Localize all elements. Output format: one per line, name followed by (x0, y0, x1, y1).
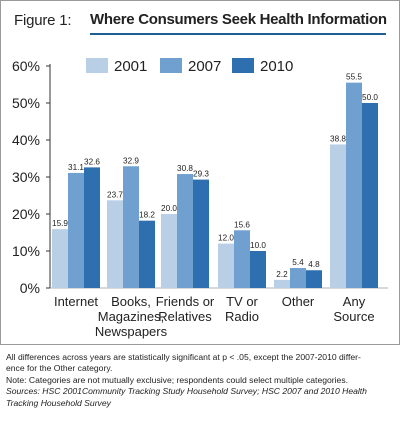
y-tick-label: 50% (12, 95, 40, 111)
category-label: Source (333, 309, 374, 324)
y-tick-label: 40% (12, 132, 40, 148)
legend-label-2010: 2010 (260, 58, 293, 75)
data-label: 50.0 (362, 93, 378, 102)
y-tick-label: 20% (12, 206, 40, 222)
data-label: 18.2 (139, 211, 155, 220)
category-label: Internet (54, 294, 98, 309)
bar-2007 (123, 166, 139, 288)
title-underline (90, 33, 386, 35)
bar-2001 (274, 279, 290, 288)
bar-2010 (139, 220, 155, 288)
data-label: 15.6 (234, 220, 250, 229)
bar-2007 (68, 172, 84, 288)
data-label: 30.8 (177, 164, 193, 173)
y-tick-label: 10% (12, 243, 40, 259)
bar-2007 (177, 174, 193, 288)
data-label: 5.4 (292, 258, 304, 267)
bar-2001 (161, 214, 177, 288)
figure-notes: All differences across years are statist… (6, 352, 396, 409)
bar-2007 (290, 268, 306, 288)
category-note: Note: Categories are not mutually exclus… (6, 374, 349, 385)
data-label: 38.8 (330, 134, 346, 143)
sources-note-cont: Tracking Household Survey (6, 397, 111, 408)
y-tick-label: 60% (12, 58, 40, 74)
data-label: 15.9 (52, 219, 68, 228)
data-label: 32.9 (123, 156, 139, 165)
data-label: 10.0 (250, 241, 266, 250)
legend-swatch-2001 (86, 58, 108, 73)
bar-chart: 0% 10% 20% 30% 40% 50% 60% 15.9 23.7 20.0 12.0 2.2 3… (12, 58, 388, 339)
data-label: 12.0 (218, 234, 234, 243)
category-label: Relatives (158, 309, 212, 324)
data-label: 29.3 (193, 170, 209, 179)
data-label: 55.5 (346, 73, 362, 82)
category-label: Books, (111, 294, 151, 309)
data-label: 32.6 (84, 157, 100, 166)
bar-2001 (52, 229, 68, 288)
bar-2007 (346, 82, 362, 289)
data-label: 20.0 (161, 204, 177, 213)
category-label: Other (282, 294, 315, 309)
data-label: 2.2 (276, 270, 288, 279)
bar-2010 (306, 270, 322, 288)
category-label: Any (343, 294, 366, 309)
category-label: Friends or (156, 294, 215, 309)
legend-label-2007: 2007 (188, 58, 221, 75)
data-label: 4.8 (308, 260, 320, 269)
bar-2007 (234, 230, 250, 288)
category-label: TV or (226, 294, 258, 309)
bar-2010 (250, 251, 266, 288)
significance-note: All differences across years are statist… (6, 352, 361, 362)
y-tick-label: 0% (20, 280, 40, 296)
category-label: Magazines, (98, 309, 164, 324)
bar-2001 (218, 243, 234, 288)
significance-note-cont: ence for the Other category. (6, 363, 113, 374)
legend-label-2001: 2001 (114, 58, 147, 75)
bar-2010 (193, 179, 209, 288)
figure-title: Where Consumers Seek Health Information (90, 11, 387, 28)
sources-note: Sources: HSC 2001Community Tracking Stud… (6, 386, 367, 397)
bar-2010 (84, 167, 100, 288)
bar-2001 (330, 144, 346, 288)
figure-label: Figure 1: (14, 12, 72, 29)
legend-swatch-2007 (160, 58, 182, 73)
legend-swatch-2010 (232, 58, 254, 73)
data-label: 23.7 (107, 190, 123, 199)
data-label: 31.1 (68, 163, 84, 172)
category-label: Newspapers (95, 324, 168, 339)
bar-2010 (362, 103, 378, 288)
category-label: Radio (225, 309, 259, 324)
y-tick-label: 30% (12, 169, 40, 185)
bar-2001 (107, 200, 123, 288)
